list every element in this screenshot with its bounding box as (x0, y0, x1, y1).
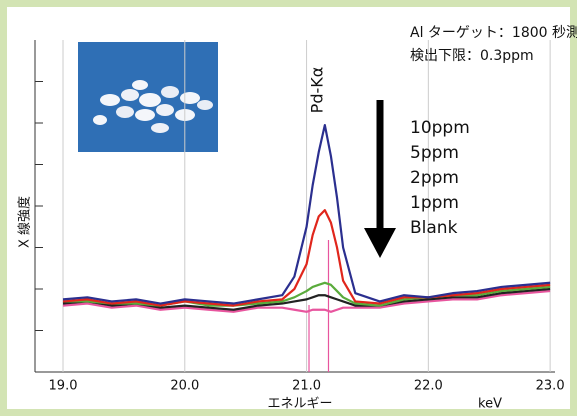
y-axis-label: X 線強度 (17, 196, 33, 248)
legend-label: 1ppm (410, 193, 459, 213)
series-line (62, 289, 551, 313)
annotation: Al ターゲット：1800 秒測定 (410, 25, 577, 41)
series-line (62, 123, 551, 305)
x-tick-label: 21.0 (292, 379, 321, 394)
arrow (364, 100, 396, 258)
x-tick-label: 19.0 (49, 379, 78, 394)
photo (78, 42, 218, 152)
legend-label: 5ppm (410, 143, 459, 163)
x-axis-unit: keV (478, 397, 502, 412)
x-tick-label: 23.0 (536, 379, 565, 394)
peak-label: Pd-Kα (308, 67, 327, 114)
series-line (62, 209, 551, 307)
legend-label: Blank (410, 218, 458, 238)
legend-label: 2ppm (410, 168, 459, 188)
series-line (62, 287, 551, 311)
x-tick-label: 20.0 (170, 379, 199, 394)
x-tick-label: 22.0 (414, 379, 443, 394)
legend-label: 10ppm (410, 118, 470, 138)
annotation: 検出下限：0.3ppm (410, 48, 534, 64)
x-axis-label: エネルギー (267, 397, 332, 412)
